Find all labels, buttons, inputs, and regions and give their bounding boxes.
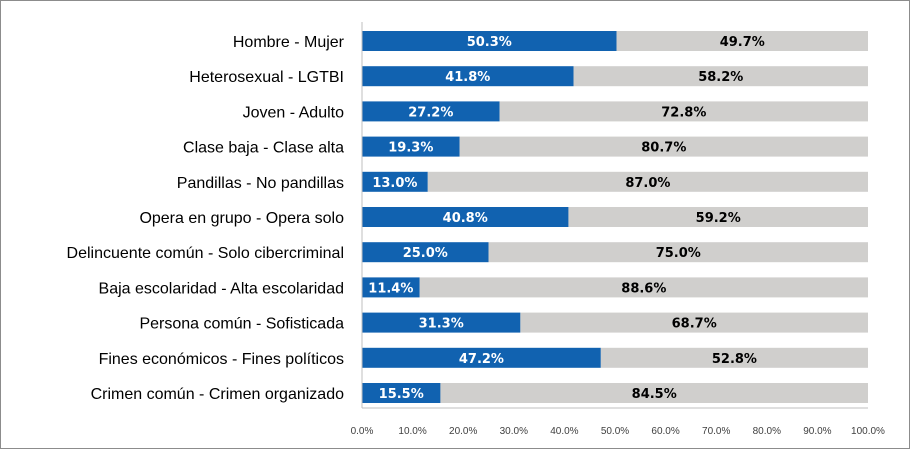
data-label-first: 47.2% — [459, 352, 504, 367]
category-label: Hombre - Mujer — [233, 34, 345, 51]
bar-segment-first — [362, 383, 441, 403]
bar-segment-first — [362, 277, 420, 298]
data-label-first: 31.3% — [419, 317, 464, 332]
bar-segment-second — [427, 171, 868, 192]
bar-segment-first — [362, 66, 574, 87]
data-label-second: 84.5% — [632, 387, 677, 402]
x-tick-label: 60.0% — [651, 426, 679, 437]
data-label-first: 50.3% — [467, 35, 512, 50]
bar-segment-second — [488, 242, 868, 263]
data-label-first: 15.5% — [379, 387, 424, 402]
x-tick-labels-group: 0.0% 10.0% 20.0% 30.0% 40.0% 50.0% 60.0% 70.0% 8… — [351, 426, 885, 437]
category-label: Clase baja - Clase alta — [183, 140, 344, 157]
bar-segment-second — [419, 277, 868, 298]
data-label-second: 52.8% — [712, 352, 757, 367]
bar-segment-first — [362, 242, 489, 263]
bar-segment-second — [573, 66, 868, 87]
x-tick-label: 50.0% — [601, 426, 629, 437]
data-label-first: 19.3% — [388, 141, 433, 156]
bar-segment-second — [568, 207, 868, 227]
x-tick-label: 20.0% — [449, 426, 477, 437]
bar-segment-first — [362, 31, 617, 51]
data-label-first: 41.8% — [445, 70, 490, 85]
data-label-second: 58.2% — [698, 70, 743, 85]
bar-segment-first — [362, 347, 601, 368]
bar-segment-second — [459, 136, 868, 157]
bar-segment-first — [362, 136, 460, 157]
value-labels-group: 50.3% 49.7% 41.8% 58.2% 27.2% 72.8% 19.3% 80.7%… — [368, 35, 765, 402]
category-label: Persona común - Sofisticada — [139, 316, 344, 333]
bar-segment-second — [499, 101, 868, 122]
data-label-second: 72.8% — [661, 105, 706, 120]
x-tick-label: 40.0% — [550, 426, 578, 437]
data-label-first: 25.0% — [403, 246, 448, 261]
x-tick-label: 30.0% — [500, 426, 528, 437]
category-label: Pandillas - No pandillas — [177, 175, 344, 192]
category-label: Fines económicos - Fines políticos — [99, 351, 344, 368]
bar-segment-second — [616, 31, 868, 51]
category-label: Baja escolaridad - Alta escolaridad — [99, 280, 344, 297]
bar-segment-first — [362, 207, 569, 227]
x-tick-label: 100.0% — [851, 426, 885, 437]
category-label: Opera en grupo - Opera solo — [139, 210, 344, 227]
bar-segment-second — [600, 347, 868, 368]
data-label-first: 13.0% — [372, 176, 417, 191]
x-tick-label: 80.0% — [753, 426, 781, 437]
bars-group — [362, 31, 868, 403]
data-label-second: 59.2% — [696, 211, 741, 226]
data-label-second: 88.6% — [621, 281, 666, 296]
data-label-second: 49.7% — [720, 35, 765, 50]
data-label-second: 87.0% — [625, 176, 670, 191]
bar-segment-first — [362, 101, 500, 122]
bar-segment-first — [362, 171, 428, 192]
category-label: Joven - Adulto — [243, 104, 345, 121]
x-tick-label: 10.0% — [398, 426, 426, 437]
x-tick-label: 0.0% — [351, 426, 374, 437]
data-label-second: 68.7% — [672, 317, 717, 332]
category-labels-group: Hombre - Mujer Heterosexual - LGTBI Joven … — [67, 34, 345, 403]
x-tick-label: 70.0% — [702, 426, 730, 437]
bar-segment-second — [520, 312, 868, 333]
category-label: Delincuente común - Solo cibercriminal — [67, 245, 344, 262]
x-tick-label: 90.0% — [803, 426, 831, 437]
data-label-second: 75.0% — [656, 246, 701, 261]
bar-segment-first — [362, 312, 521, 333]
bar-segment-second — [440, 383, 868, 403]
data-label-second: 80.7% — [641, 141, 686, 156]
category-label: Crimen común - Crimen organizado — [91, 386, 345, 403]
data-label-first: 11.4% — [368, 281, 413, 296]
category-label: Heterosexual - LGTBI — [189, 69, 344, 86]
data-label-first: 27.2% — [408, 105, 453, 120]
data-label-first: 40.8% — [443, 211, 488, 226]
